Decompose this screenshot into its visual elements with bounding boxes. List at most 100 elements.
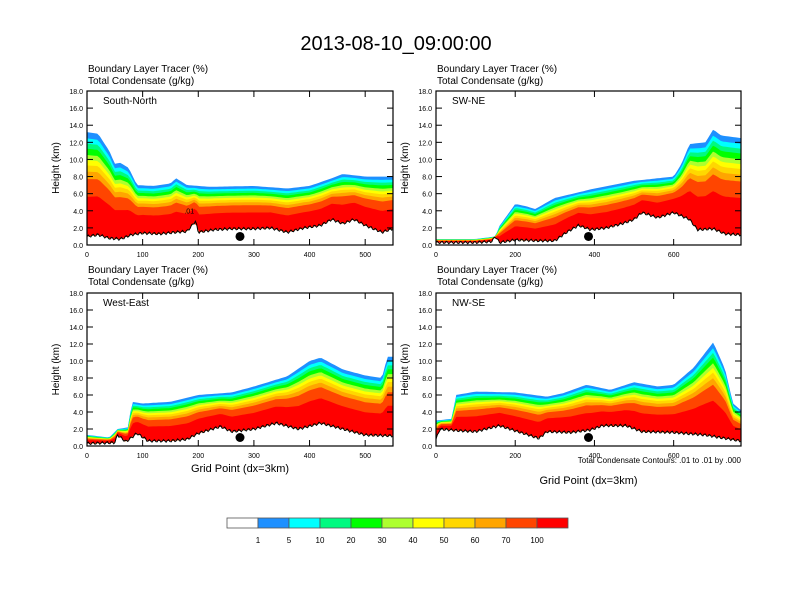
colorbar: 1 5 10 20 30 40 50 60 70 100 [226,517,569,545]
x-tick-label: 500 [359,453,371,460]
y-tick-label: 4.0 [73,410,83,417]
y-tick-label: 10.0 [418,359,432,366]
panel-name: NW-SE [452,298,485,309]
panel-subtitle-2: Total Condensate (g/kg) [88,277,194,288]
y-tick-label: 14.0 [418,325,432,332]
panel-subtitle-1: Boundary Layer Tracer (%) [88,265,208,276]
y-tick-label: 2.0 [422,427,432,434]
y-tick-label: 16.0 [69,106,83,113]
y-axis-label: Height (km) [51,142,62,194]
location-marker [584,231,593,241]
colorbar-label: 20 [347,536,356,545]
colorbar-label: 70 [502,536,511,545]
y-tick-label: 14.0 [418,123,432,130]
plot-frame [435,90,742,246]
colorbar-label: 100 [530,536,544,545]
colorbar-swatch [350,517,383,529]
x-tick-label: 200 [192,453,204,460]
y-tick-label: 8.0 [422,376,432,383]
x-tick-label: 400 [589,252,601,259]
y-axis-label: Height (km) [400,142,411,194]
location-marker [235,433,245,442]
y-tick-label: 10.0 [418,157,432,164]
colorbar-swatch [381,517,414,529]
y-tick-label: 2.0 [422,226,432,233]
panel-nw-se: Boundary Layer Tracer (%) Total Condensa… [400,265,742,487]
colorbar-swatch [226,517,259,529]
y-tick-label: 18.0 [418,89,432,96]
y-tick-label: 12.0 [418,342,432,349]
y-tick-label: 18.0 [69,291,83,298]
panel-name: South-North [103,96,157,107]
panel-subtitle-1: Boundary Layer Tracer (%) [437,265,557,276]
colorbar-label: 10 [316,536,325,545]
colorbar-label: 30 [378,536,387,545]
x-tick-label: 0 [85,453,89,460]
y-tick-label: 0.0 [73,444,83,451]
colorbar-swatch [412,517,445,529]
plot-frame [435,292,742,447]
location-marker [584,433,593,442]
terrain-line [87,421,393,446]
panel-subtitle-2: Total Condensate (g/kg) [437,76,543,87]
tracer-band-100 [436,400,741,441]
y-tick-label: 6.0 [73,192,83,199]
y-tick-label: 8.0 [73,175,83,182]
x-tick-label: 100 [137,252,149,259]
x-tick-label: 0 [434,252,438,259]
y-tick-label: 10.0 [69,157,83,164]
contour-footnote: Total Condensate Contours: .01 to .01 by… [578,456,742,465]
panel-sw-ne: Boundary Layer Tracer (%) Total Condensa… [400,64,742,259]
x-tick-label: 200 [192,252,204,259]
colorbar-swatch [474,517,507,529]
panel-west-east: Boundary Layer Tracer (%) Total Condensa… [51,265,394,475]
panel-subtitle-1: Boundary Layer Tracer (%) [437,64,557,75]
x-tick-label: 0 [85,252,89,259]
tracer-band-70 [436,174,741,243]
colorbar-swatch [288,517,321,529]
y-tick-label: 18.0 [418,291,432,298]
colorbar-swatch [257,517,290,529]
panel-subtitle-2: Total Condensate (g/kg) [437,277,543,288]
y-tick-label: 16.0 [69,308,83,315]
y-tick-label: 16.0 [418,106,432,113]
colorbar-swatch [536,517,569,529]
panel-south-north: Boundary Layer Tracer (%) Total Condensa… [51,64,394,259]
x-tick-label: 100 [137,453,149,460]
y-tick-label: 0.0 [73,243,83,250]
colorbar-swatch [505,517,538,529]
colorbar-swatch [443,517,476,529]
filled-contours [436,342,741,443]
y-tick-label: 4.0 [422,209,432,216]
colorbar-label: 1 [256,536,261,545]
terrain-line [87,217,393,241]
contour-label: .01 [184,208,194,215]
terrain-line [436,211,741,245]
plot-frame [86,292,394,447]
y-tick-label: 12.0 [418,140,432,147]
figure-title: 2013-08-10_09:00:00 [300,33,491,55]
filled-contours [87,132,393,241]
x-tick-label: 400 [304,252,316,259]
colorbar-swatch [319,517,352,529]
plot-frame [86,90,394,246]
tracer-band-100 [436,191,741,243]
y-tick-label: 2.0 [73,427,83,434]
x-axis-label: Grid Point (dx=3km) [539,475,637,487]
y-tick-label: 0.0 [422,444,432,451]
terrain-line [436,423,741,443]
y-tick-label: 6.0 [422,393,432,400]
y-tick-label: 8.0 [73,376,83,383]
colorbar-label: 40 [409,536,418,545]
panel-subtitle-1: Boundary Layer Tracer (%) [88,64,208,75]
y-axis-label: Height (km) [51,344,62,396]
x-tick-label: 400 [304,453,316,460]
x-tick-label: 300 [248,252,260,259]
y-tick-label: 2.0 [73,226,83,233]
x-tick-label: 200 [509,252,521,259]
y-tick-label: 6.0 [73,393,83,400]
y-tick-label: 6.0 [422,192,432,199]
colorbar-label: 60 [471,536,480,545]
x-tick-label: 200 [509,453,521,460]
